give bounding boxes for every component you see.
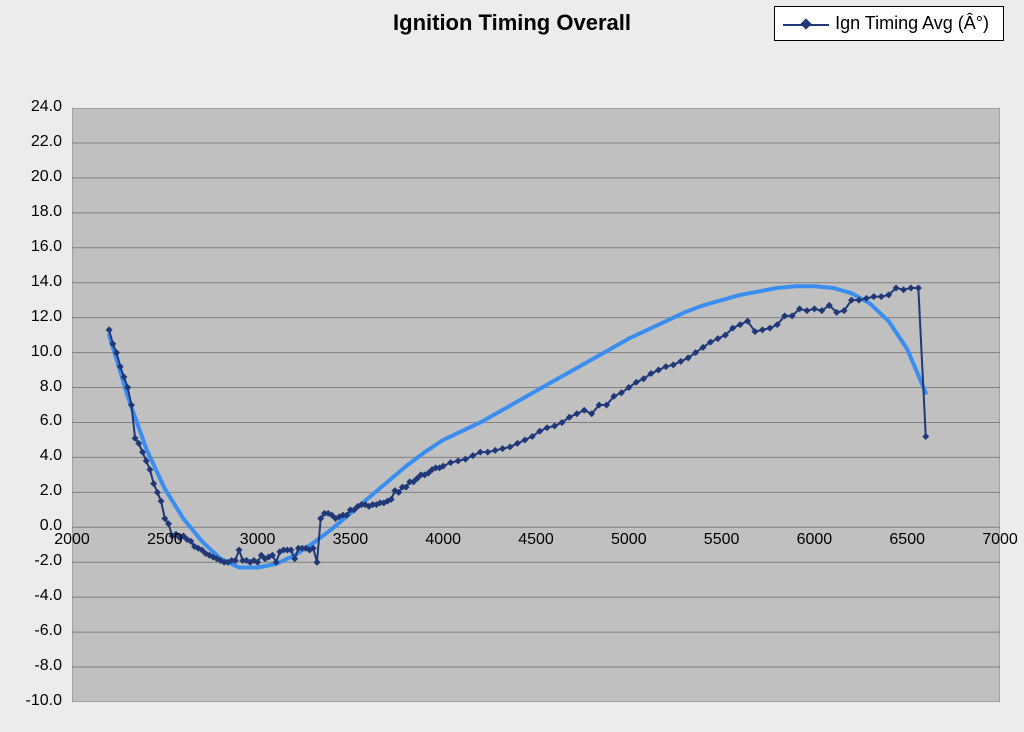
y-tick-label: 8.0: [40, 378, 62, 396]
x-tick-label: 7000: [970, 531, 1024, 549]
y-tick-label: 18.0: [31, 203, 62, 221]
y-tick-label: -10.0: [26, 692, 62, 710]
chart-container: Ignition Timing Overall Ign Timing Avg (…: [0, 0, 1024, 732]
plot-svg: [72, 108, 1000, 702]
y-tick-label: 22.0: [31, 133, 62, 151]
y-tick-label: 20.0: [31, 168, 62, 186]
legend-swatch: [783, 15, 829, 33]
y-tick-label: -4.0: [34, 587, 62, 605]
x-tick-label: 2000: [42, 531, 102, 549]
y-tick-label: -6.0: [34, 622, 62, 640]
y-tick-label: 4.0: [40, 447, 62, 465]
y-tick-label: 2.0: [40, 482, 62, 500]
legend: Ign Timing Avg (Â°): [774, 6, 1004, 41]
plot-area: [72, 108, 1000, 702]
x-tick-label: 4000: [413, 531, 473, 549]
y-tick-label: 24.0: [31, 98, 62, 116]
y-tick-label: -8.0: [34, 657, 62, 675]
y-tick-label: -2.0: [34, 552, 62, 570]
y-tick-label: 10.0: [31, 343, 62, 361]
y-tick-label: 16.0: [31, 238, 62, 256]
x-tick-label: 6500: [877, 531, 937, 549]
y-tick-label: 12.0: [31, 308, 62, 326]
x-tick-label: 3500: [320, 531, 380, 549]
legend-label: Ign Timing Avg (Â°): [835, 13, 989, 34]
x-tick-label: 2500: [135, 531, 195, 549]
y-tick-label: 6.0: [40, 412, 62, 430]
x-tick-label: 5000: [599, 531, 659, 549]
x-tick-label: 4500: [506, 531, 566, 549]
x-tick-label: 6000: [784, 531, 844, 549]
x-tick-label: 5500: [692, 531, 752, 549]
x-tick-label: 3000: [228, 531, 288, 549]
y-tick-label: 14.0: [31, 273, 62, 291]
